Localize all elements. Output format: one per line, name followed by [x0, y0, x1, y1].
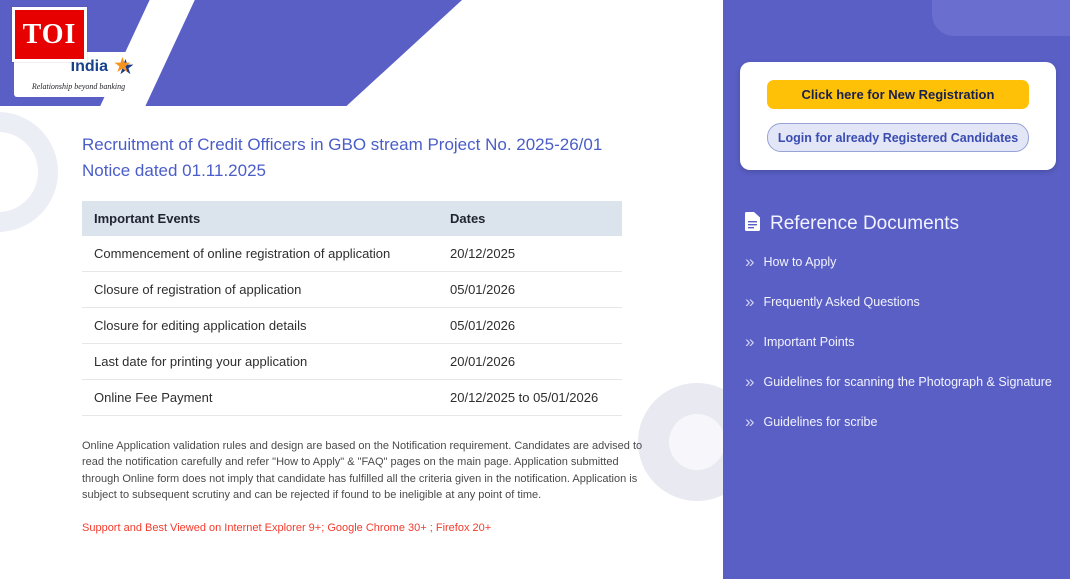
table-row: Closure for editing application details … — [82, 307, 622, 344]
table-row: Last date for printing your application … — [82, 343, 622, 380]
important-events-table: Important Events Dates Commencement of o… — [82, 200, 622, 416]
disclaimer-text: Online Application validation rules and … — [82, 439, 643, 502]
bank-logo-row: India ★ ★ — [20, 54, 137, 80]
event-name-cell: Closure of registration of application — [82, 271, 438, 308]
document-icon — [745, 212, 760, 236]
reference-documents-title: Reference Documents — [770, 213, 960, 234]
toi-text: TOI — [22, 18, 77, 50]
table-row: Online Fee Payment 20/12/2025 to 05/01/2… — [82, 379, 622, 416]
event-name-cell: Closure for editing application details — [82, 307, 438, 344]
double-chevron-icon: » — [745, 252, 755, 271]
login-button[interactable]: Login for already Registered Candidates — [767, 123, 1029, 152]
double-chevron-icon: » — [745, 412, 755, 431]
event-date-cell: 20/12/2025 — [438, 235, 622, 272]
event-name-cell: Commencement of online registration of a… — [82, 235, 438, 272]
double-chevron-icon: » — [745, 332, 755, 351]
toi-watermark-logo: TOI — [12, 7, 87, 62]
reference-link-scanning-guidelines[interactable]: » Guidelines for scanning the Photograph… — [745, 373, 1052, 390]
registration-card: Click here for New Registration Login fo… — [740, 62, 1056, 170]
double-chevron-icon: » — [745, 292, 755, 311]
main-content: Recruitment of Credit Officers in GBO st… — [82, 132, 644, 534]
decorative-ring-left — [0, 112, 58, 232]
reference-link-label: Guidelines for scribe — [763, 414, 878, 429]
browser-support-note: Support and Best Viewed on Internet Expl… — [82, 521, 492, 534]
bank-name-text: India — [70, 58, 108, 75]
decorative-circle-middle-inner — [669, 414, 725, 470]
table-header-dates: Dates — [438, 200, 622, 236]
page-title: Recruitment of Credit Officers in GBO st… — [82, 135, 603, 181]
reference-link-faq[interactable]: » Frequently Asked Questions — [745, 293, 920, 310]
reference-link-label: How to Apply — [763, 254, 837, 269]
reference-link-label: Guidelines for scanning the Photograph &… — [763, 374, 1052, 389]
bank-tagline: Relationship beyond banking — [31, 82, 126, 91]
new-registration-button[interactable]: Click here for New Registration — [767, 80, 1029, 109]
decorative-corner-tab — [932, 0, 1070, 36]
event-date-cell: 20/12/2025 to 05/01/2026 — [438, 379, 622, 416]
event-date-cell: 05/01/2026 — [438, 307, 622, 344]
star-blue-layer: ★ — [116, 56, 135, 79]
table-header-events: Important Events — [82, 200, 438, 236]
event-date-cell: 05/01/2026 — [438, 271, 622, 308]
sidebar: Click here for New Registration Login fo… — [723, 0, 1070, 579]
star-orange-layer: ★ — [113, 54, 132, 77]
reference-link-how-to-apply[interactable]: » How to Apply — [745, 253, 836, 270]
event-name-cell: Online Fee Payment — [82, 379, 438, 416]
table-row: Commencement of online registration of a… — [82, 235, 622, 272]
reference-link-label: Important Points — [763, 334, 855, 349]
event-name-cell: Last date for printing your application — [82, 343, 438, 380]
reference-documents-header: Reference Documents — [745, 212, 959, 236]
double-chevron-icon: » — [745, 372, 755, 391]
event-date-cell: 20/01/2026 — [438, 343, 622, 380]
reference-link-scribe-guidelines[interactable]: » Guidelines for scribe — [745, 413, 877, 430]
reference-link-important-points[interactable]: » Important Points — [745, 333, 854, 350]
reference-link-label: Frequently Asked Questions — [763, 294, 920, 309]
bank-star-icon: ★ ★ — [113, 54, 137, 80]
table-row: Closure of registration of application 0… — [82, 271, 622, 308]
table-header-row: Important Events Dates — [82, 200, 622, 236]
